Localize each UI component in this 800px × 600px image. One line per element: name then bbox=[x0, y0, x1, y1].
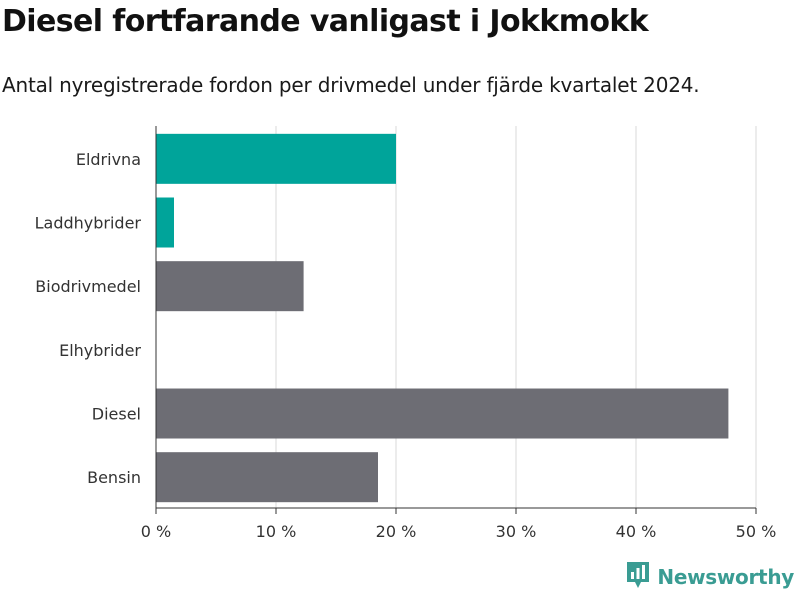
x-tick-label: 50 % bbox=[736, 522, 777, 541]
category-label: Bensin bbox=[87, 468, 141, 487]
bar bbox=[156, 261, 304, 312]
gridlines bbox=[275, 126, 757, 508]
bar bbox=[156, 197, 174, 248]
x-tick-label: 10 % bbox=[256, 522, 297, 541]
category-label: Biodrivmedel bbox=[35, 277, 141, 296]
x-tick-label: 40 % bbox=[616, 522, 657, 541]
bar-chart-speech-bubble-icon bbox=[625, 560, 651, 594]
brand-logo: Newsworthy bbox=[625, 560, 794, 594]
labels: 0 % 10 % 20 % 30 % 40 % 50 % Eldrivna Laddhybri… bbox=[35, 150, 777, 541]
bar bbox=[156, 452, 378, 503]
category-label: Eldrivna bbox=[76, 150, 141, 169]
bar bbox=[156, 388, 729, 439]
chart-title: Diesel fortfarande vanligast i Jokkmokk bbox=[2, 4, 649, 39]
x-tick-label: 20 % bbox=[376, 522, 417, 541]
x-tick-label: 30 % bbox=[496, 522, 537, 541]
x-tick-label: 0 % bbox=[141, 522, 171, 541]
bars bbox=[156, 133, 729, 503]
bar bbox=[156, 133, 396, 184]
axes bbox=[155, 126, 757, 514]
brand-name: Newsworthy bbox=[657, 565, 794, 589]
category-label: Diesel bbox=[92, 405, 141, 424]
chart-subtitle: Antal nyregistrerade fordon per drivmede… bbox=[2, 73, 700, 97]
category-label: Laddhybrider bbox=[35, 214, 142, 233]
category-label: Elhybrider bbox=[59, 341, 141, 360]
